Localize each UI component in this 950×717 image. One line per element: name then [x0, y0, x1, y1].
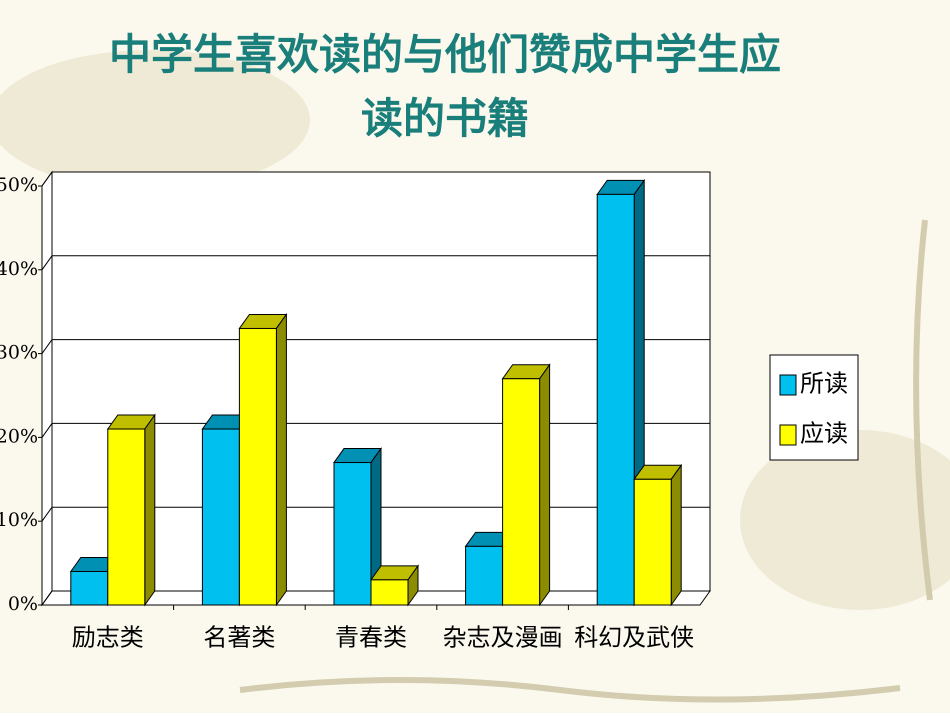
bar-front [370, 579, 409, 606]
x-tick-label: 青春类 [335, 624, 407, 652]
grid-line [41, 339, 710, 354]
legend-swatch [779, 424, 797, 446]
chart-title: 中学生喜欢读的与他们赞成中学生应 [109, 30, 781, 79]
vine [239, 677, 901, 703]
bar-front [238, 327, 277, 606]
x-tick-label: 科幻及武侠 [574, 624, 694, 652]
bar-front [333, 462, 372, 606]
bar-front [201, 428, 240, 606]
vine [913, 219, 933, 601]
leaf-shadow [740, 430, 950, 610]
y-tick-label: 40% [0, 258, 38, 280]
y-tick-label: 30% [0, 342, 38, 364]
x-tick-label: 杂志及漫画 [443, 624, 563, 652]
bar [106, 413, 156, 607]
bar [370, 564, 419, 607]
grid-line [41, 422, 710, 438]
side-wall [41, 170, 53, 607]
bar-front [596, 193, 635, 606]
y-tick-label: 20% [0, 425, 38, 447]
bar-front [107, 428, 146, 606]
grid-line [41, 506, 710, 522]
bar [333, 446, 382, 607]
bar-front [465, 545, 504, 606]
bar-side [144, 413, 156, 607]
chart-title: 读的书籍 [361, 94, 529, 143]
legend-label: 应读 [800, 420, 848, 448]
bar [633, 463, 683, 607]
leaf-shadow [0, 50, 310, 190]
bar [501, 363, 551, 607]
y-tick-label: 50% [0, 174, 38, 196]
y-tick-label: 10% [0, 509, 38, 531]
bar-front [70, 570, 109, 606]
bar-front [502, 378, 541, 606]
bar [596, 178, 646, 607]
bar-side [275, 312, 287, 607]
decoration [0, 50, 950, 703]
legend-swatch [779, 374, 797, 396]
grid-line [41, 171, 710, 187]
x-tick-label: 励志类 [72, 624, 144, 652]
bar-side [539, 363, 551, 607]
bar-side [670, 463, 682, 607]
bar-front [633, 478, 672, 606]
y-tick-label: 0% [8, 593, 38, 615]
legend-label: 所读 [800, 370, 848, 398]
grid-line [41, 255, 710, 271]
bar [238, 312, 288, 607]
x-tick-label: 名著类 [203, 624, 275, 652]
